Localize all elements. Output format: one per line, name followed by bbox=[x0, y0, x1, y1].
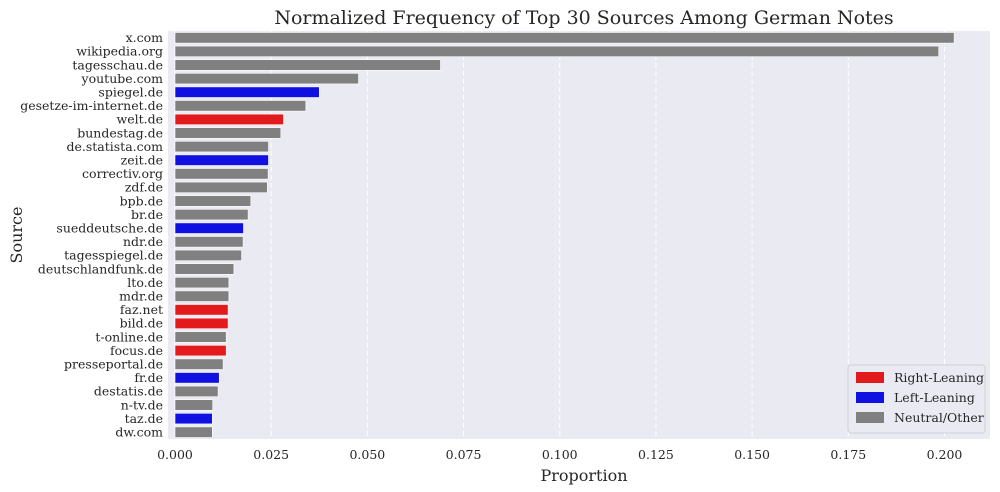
legend-swatch bbox=[856, 392, 884, 403]
bar-faz.net bbox=[174, 304, 229, 316]
y-tick-label: gesetze-im-internet.de bbox=[20, 98, 163, 113]
y-tick-label: tagesspiegel.de bbox=[64, 248, 163, 263]
y-tick-label: taz.de bbox=[125, 411, 163, 426]
legend-label: Right-Leaning bbox=[894, 370, 984, 385]
y-tick-label: bpb.de bbox=[120, 193, 163, 208]
x-tick-label: 0.150 bbox=[734, 447, 770, 462]
bar-de.statista.com bbox=[174, 140, 269, 153]
bar-correctiv.org bbox=[174, 168, 269, 180]
bar-bundestag.de bbox=[174, 127, 282, 139]
bar-spiegel.de bbox=[174, 86, 320, 98]
bar-bild.de bbox=[174, 317, 229, 330]
y-tick-label: dw.com bbox=[115, 425, 163, 440]
x-tick-label: 0.050 bbox=[349, 447, 385, 462]
y-tick-label: br.de bbox=[131, 207, 163, 222]
legend-swatch bbox=[856, 372, 884, 383]
x-tick-label: 0.125 bbox=[638, 447, 674, 462]
legend: Right-Leaning Left-Leaning Neutral/Other bbox=[847, 364, 986, 434]
x-tick-label: 0.200 bbox=[927, 447, 963, 462]
y-tick-label: wikipedia.org bbox=[76, 44, 163, 59]
x-tick-label: 0.175 bbox=[830, 447, 866, 462]
x-tick-label: 0.000 bbox=[157, 447, 193, 462]
y-tick-label: bundestag.de bbox=[77, 125, 163, 140]
y-tick-labels: x.comwikipedia.orgtagesschau.deyoutube.c… bbox=[20, 30, 163, 439]
legend-label: Neutral/Other bbox=[894, 410, 984, 425]
bar-taz.de bbox=[174, 412, 213, 425]
y-tick-label: n-tv.de bbox=[121, 397, 163, 412]
y-tick-label: correctiv.org bbox=[82, 166, 163, 181]
y-tick-label: de.statista.com bbox=[66, 139, 163, 154]
bar-ndr.de bbox=[174, 236, 244, 248]
bar-bpb.de bbox=[174, 195, 252, 207]
bar-tagesschau.de bbox=[174, 59, 441, 71]
bar-fr.de bbox=[174, 372, 220, 384]
bar-t-online.de bbox=[174, 331, 227, 343]
bar-destatis.de bbox=[174, 385, 219, 398]
y-tick-label: youtube.com bbox=[81, 71, 164, 86]
bar-sueddeutsche.de bbox=[174, 222, 244, 234]
bar-zdf.de bbox=[174, 181, 268, 194]
y-tick-label: bild.de bbox=[120, 316, 163, 331]
y-tick-label: deutschlandfunk.de bbox=[38, 261, 163, 276]
y-tick-label: faz.net bbox=[120, 302, 163, 317]
y-tick-label: sueddeutsche.de bbox=[56, 221, 163, 236]
bar-focus.de bbox=[174, 344, 227, 357]
bar-youtube.com bbox=[174, 72, 359, 85]
legend-label: Left-Leaning bbox=[894, 390, 975, 405]
x-axis-label: Proportion bbox=[540, 466, 627, 485]
bar-lto.de bbox=[174, 276, 230, 289]
y-tick-label: fr.de bbox=[134, 370, 163, 385]
bar-deutschlandfunk.de bbox=[174, 263, 235, 275]
y-axis-label: Source bbox=[7, 207, 26, 264]
chart-title: Normalized Frequency of Top 30 Sources A… bbox=[274, 7, 893, 29]
y-tick-label: zdf.de bbox=[125, 180, 163, 195]
x-tick-label: 0.075 bbox=[446, 447, 482, 462]
y-tick-label: t-online.de bbox=[95, 329, 163, 344]
bar-dw.com bbox=[174, 426, 213, 438]
bar-zeit.de bbox=[174, 154, 269, 166]
y-tick-label: zeit.de bbox=[121, 153, 163, 168]
y-tick-label: lto.de bbox=[127, 275, 163, 290]
y-tick-label: focus.de bbox=[110, 343, 163, 358]
bar-wikipedia.org bbox=[174, 45, 940, 58]
y-tick-label: welt.de bbox=[117, 112, 164, 127]
bar-mdr.de bbox=[174, 290, 230, 302]
bar-welt.de bbox=[174, 113, 284, 126]
y-tick-label: spiegel.de bbox=[98, 85, 163, 100]
bar-tagesspiegel.de bbox=[174, 249, 242, 262]
y-tick-label: ndr.de bbox=[123, 234, 163, 249]
bar-br.de bbox=[174, 208, 249, 221]
y-tick-label: mdr.de bbox=[119, 289, 163, 304]
bars-group bbox=[174, 32, 955, 438]
bar-n-tv.de bbox=[174, 399, 214, 411]
bar-x.com bbox=[174, 32, 955, 44]
gridlines bbox=[174, 31, 945, 439]
y-tick-label: presseportal.de bbox=[64, 357, 163, 372]
y-tick-label: tagesschau.de bbox=[72, 57, 163, 72]
x-tick-label: 0.025 bbox=[253, 447, 289, 462]
bar-gesetze-im-internet.de bbox=[174, 100, 307, 112]
bar-presseportal.de bbox=[174, 358, 224, 370]
y-tick-label: destatis.de bbox=[94, 384, 163, 399]
legend-swatch bbox=[856, 412, 884, 423]
y-tick-label: x.com bbox=[126, 30, 164, 45]
x-tick-labels: 0.000 0.025 0.050 0.075 0.100 0.125 0.150 0.175… bbox=[157, 447, 962, 462]
x-tick-label: 0.100 bbox=[542, 447, 578, 462]
